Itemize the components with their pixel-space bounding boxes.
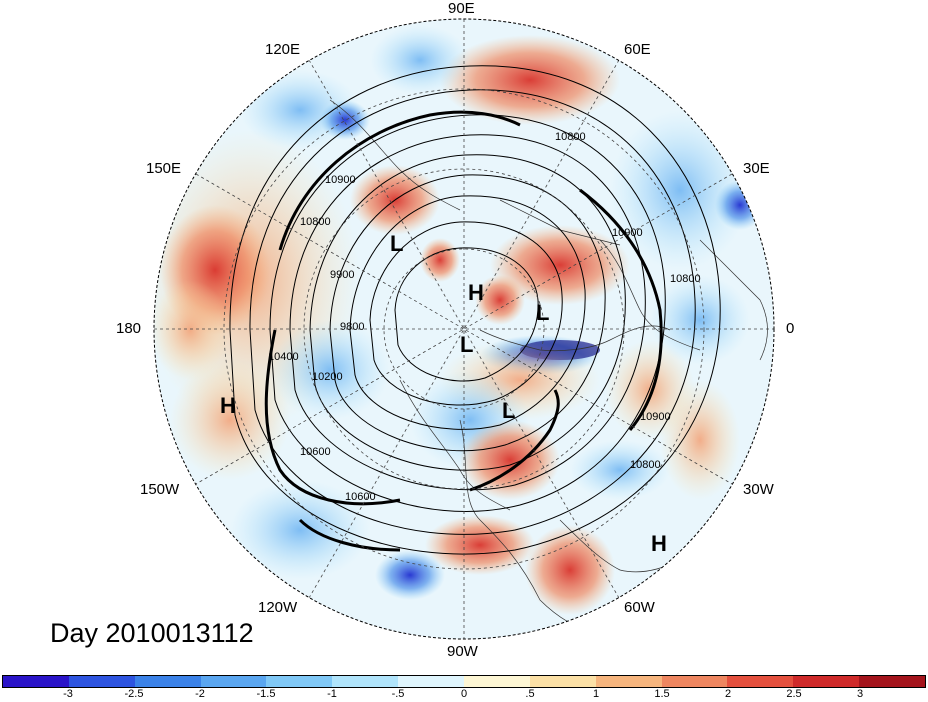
high-pressure-marker: H [220, 393, 236, 418]
page-title: Day 2010013112 [50, 618, 254, 648]
colorbar-swatch [3, 676, 69, 687]
colorbar-tick-label: -1.5 [256, 688, 276, 700]
colorbar-swatch [793, 676, 860, 687]
lon-label-60w: 60W [624, 599, 655, 616]
colorbar-tick-label: .5 [525, 688, 535, 700]
colorbar [2, 675, 926, 688]
high-pressure-marker: H [468, 280, 484, 305]
lon-label-0: 0 [786, 320, 795, 337]
colorbar-swatch [859, 676, 926, 687]
low-pressure-marker: L [460, 332, 474, 357]
colorbar-tick-label: -3 [63, 688, 73, 700]
colorbar-tick-label: -2 [195, 688, 205, 700]
low-pressure-marker: L [502, 398, 516, 423]
colorbar-swatch [529, 676, 596, 687]
contour-label: 10200 [312, 371, 343, 383]
colorbar-swatch [464, 676, 530, 687]
colorbar-tick-label: 2.5 [786, 688, 802, 700]
colorbar-labels: -3 -2.5 -2 -1.5 -1 -.5 0 .5 1 1.5 2 2.5 3 [0, 688, 928, 702]
colorbar-swatch [134, 676, 201, 687]
lon-label-120e: 120E [265, 41, 301, 58]
height-contours [229, 65, 721, 555]
anomaly-field [154, 19, 774, 639]
contour-label: 10600 [345, 491, 376, 503]
contour-label: 9800 [340, 321, 364, 333]
colorbar-swatch [266, 676, 333, 687]
contour-label: 10800 [555, 131, 586, 143]
lon-label-180: 180 [116, 320, 142, 337]
lon-label-150w: 150W [140, 481, 180, 498]
colorbar-swatch [200, 676, 267, 687]
contour-label: 10800 [630, 459, 661, 471]
low-pressure-marker: L [536, 300, 550, 325]
high-pressure-marker: H [651, 531, 667, 556]
lon-label-90e: 90E [448, 0, 475, 17]
contour-label: 10900 [325, 174, 356, 186]
colorbar-swatch [332, 676, 399, 687]
contour-label: 10600 [300, 446, 331, 458]
contour-label: 10900 [612, 227, 643, 239]
lon-label-150e: 150E [146, 160, 182, 177]
colorbar-tick-label: -2.5 [124, 688, 144, 700]
colorbar-tick-label: 0 [460, 688, 468, 700]
contour-label: 10900 [640, 411, 671, 423]
colorbar-tick-label: -.5 [391, 688, 405, 700]
colorbar-swatch [398, 676, 465, 687]
colorbar-tick-label: 3 [856, 688, 864, 700]
contour-label: 9900 [330, 269, 354, 281]
lon-label-30e: 30E [743, 160, 770, 177]
lon-label-30w: 30W [743, 481, 774, 498]
colorbar-swatch [68, 676, 135, 687]
colorbar-tick-label: 1.5 [654, 688, 670, 700]
contour-label: 10400 [268, 351, 299, 363]
low-pressure-marker: L [390, 231, 404, 256]
map-boundary [153, 18, 775, 640]
contour-label-group: 10900 10800 10900 10800 10900 10800 9900… [268, 131, 701, 503]
colorbar-tick-label: -1 [327, 688, 337, 700]
colorbar-swatch [661, 676, 728, 687]
colorbar-swatch [595, 676, 662, 687]
colorbar-tick-label: 1 [592, 688, 600, 700]
graticule [154, 19, 774, 639]
lon-label-60e: 60E [624, 41, 651, 58]
colorbar-swatch [727, 676, 794, 687]
lon-label-90w: 90W [447, 643, 478, 660]
lon-label-120w: 120W [258, 599, 298, 616]
contour-label: 10800 [670, 273, 701, 285]
colorbar-tick-label: 2 [724, 688, 732, 700]
contour-label: 10800 [300, 216, 331, 228]
